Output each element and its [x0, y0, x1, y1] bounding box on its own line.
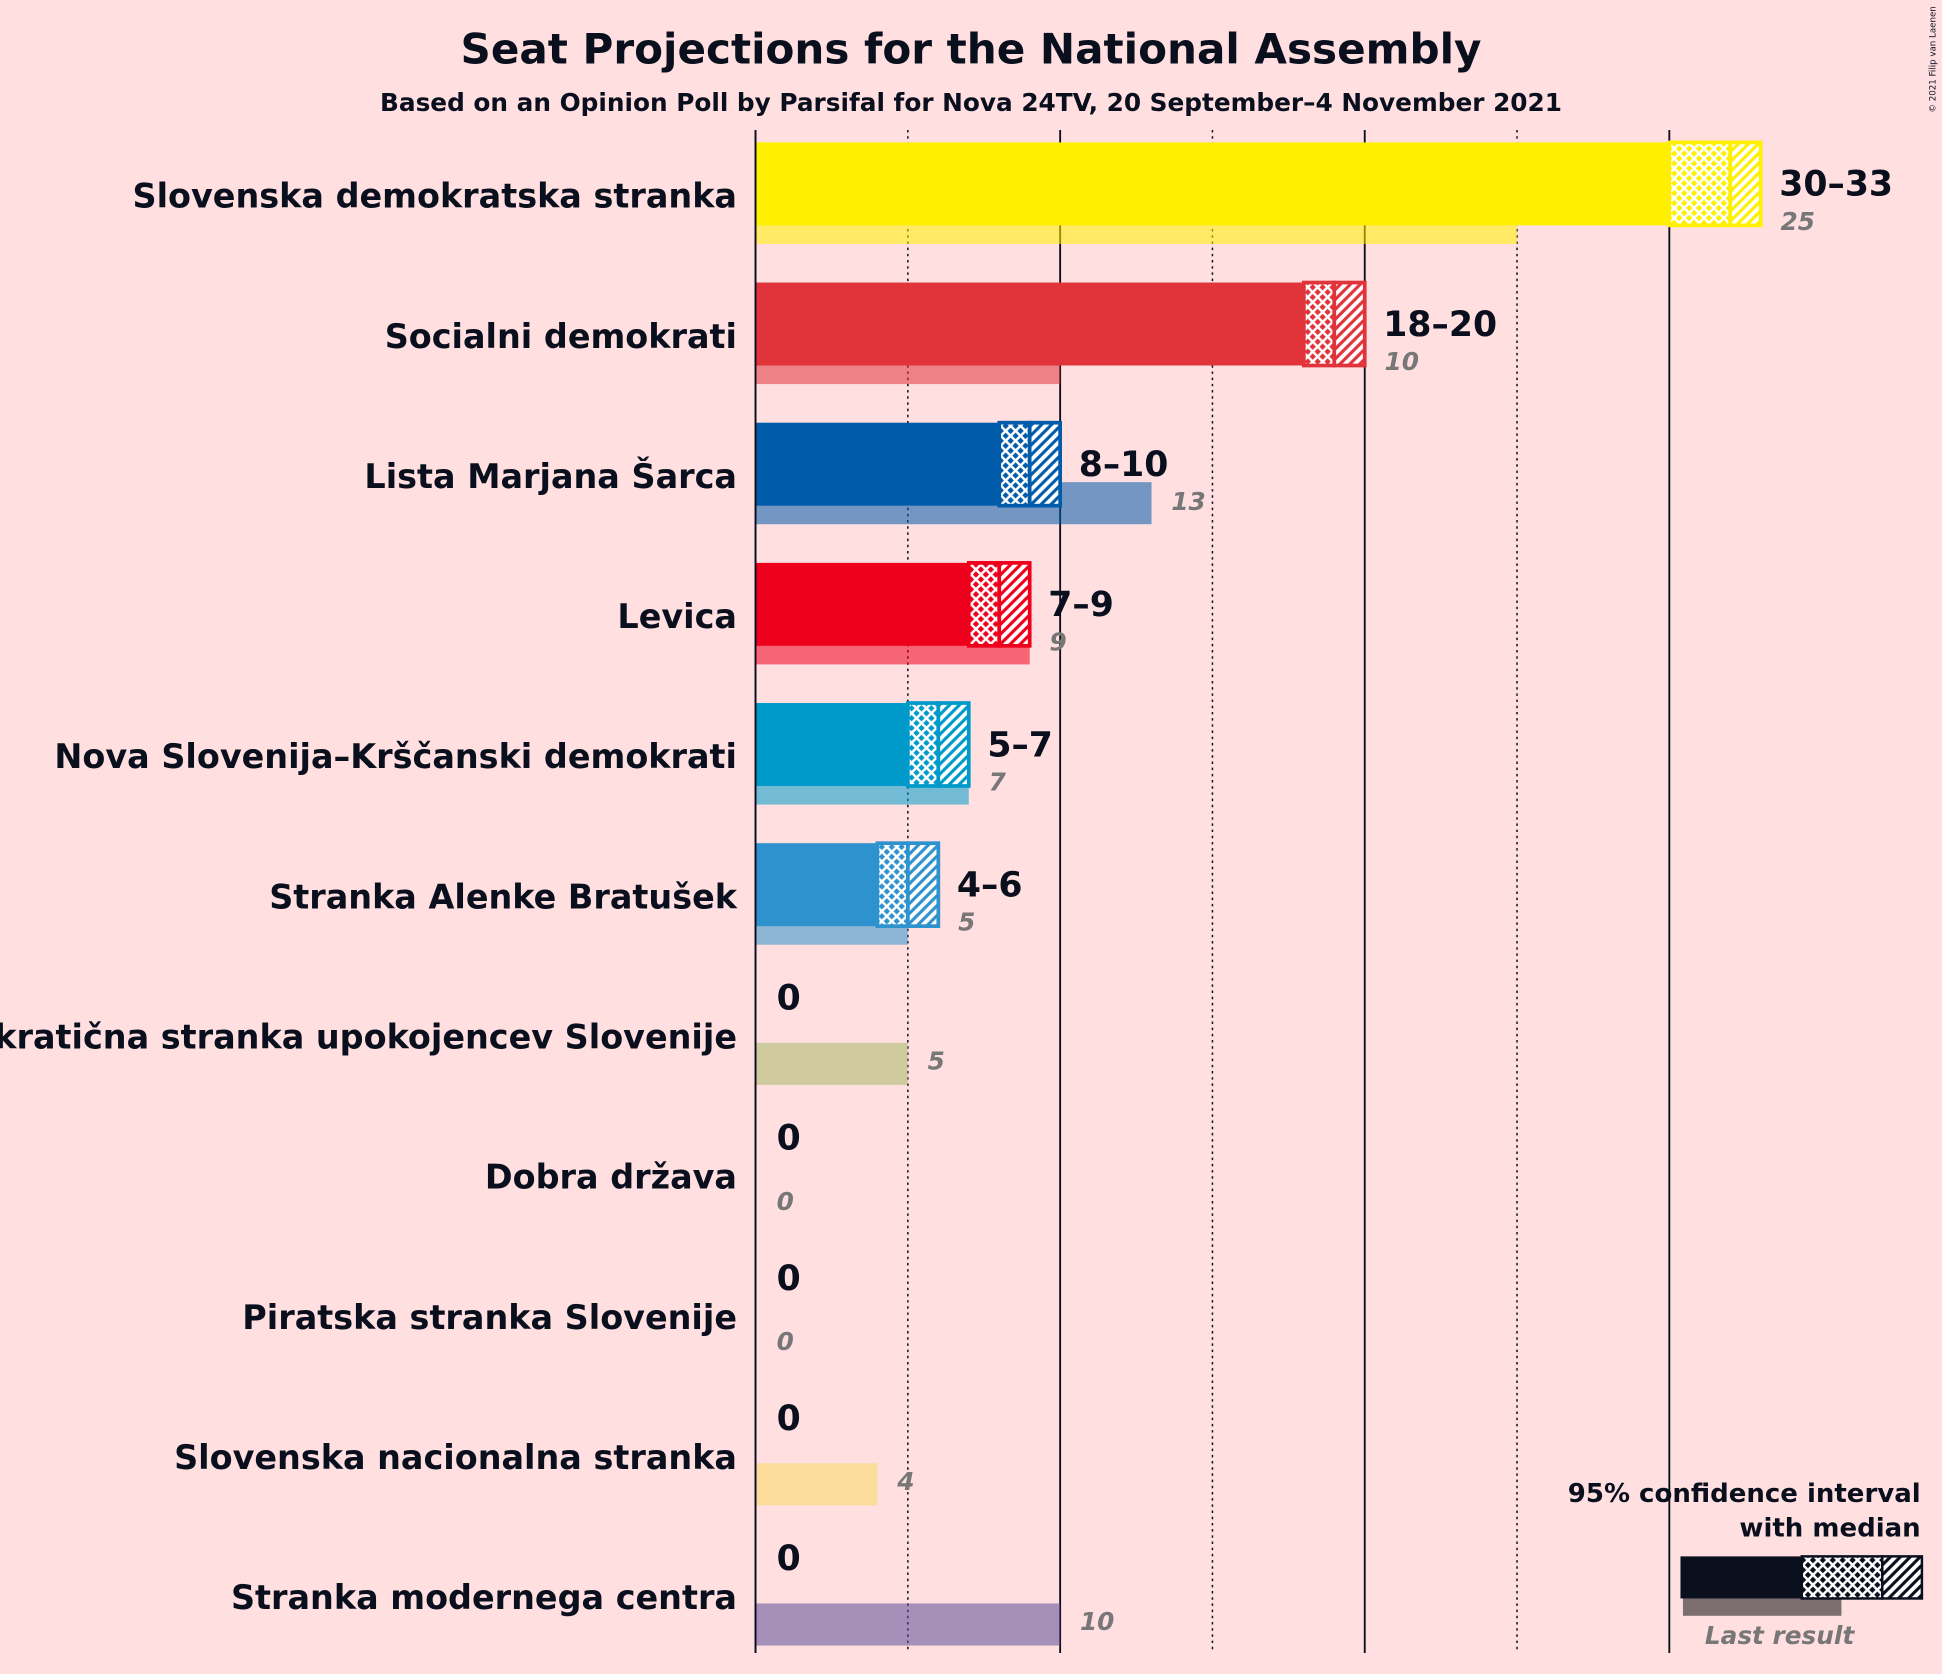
bar-ci-lower — [966, 561, 1002, 648]
bar-ci-upper — [1332, 280, 1367, 368]
party-name: Socialni demokrati — [385, 317, 737, 356]
bar-solid — [755, 422, 1000, 506]
legend-title: 95% confidence interval — [1568, 1479, 1921, 1509]
bar-ci-upper — [1728, 140, 1763, 228]
bar-solid — [755, 142, 1670, 226]
party-name: Piratska stranka Slovenije — [242, 1298, 737, 1337]
range-label: 8–10 — [1079, 445, 1169, 485]
bar-ci-lower — [997, 420, 1032, 508]
legend-title: with median — [1739, 1514, 1920, 1544]
bar-solid — [755, 703, 908, 786]
party-name: Dobra država — [485, 1158, 737, 1197]
party-name: Slovenska nacionalna stranka — [174, 1438, 737, 1477]
bar-ci-upper — [936, 701, 971, 788]
chart-subtitle: Based on an Opinion Poll by Parsifal for… — [380, 88, 1562, 117]
last-result-label: 7 — [989, 768, 1007, 797]
bar-solid — [755, 282, 1304, 366]
party-name: Lista Marjana Šarca — [364, 456, 737, 496]
last-result-label: 10 — [1385, 347, 1419, 376]
legend-last — [1682, 1598, 1842, 1616]
last-result-label: 0 — [777, 1187, 794, 1216]
range-label: 0 — [777, 1399, 801, 1439]
legend-last-label: Last result — [1705, 1621, 1855, 1650]
bar-ci-upper — [997, 561, 1032, 648]
bar-ci-lower — [1301, 280, 1337, 368]
last-result-bar — [755, 1603, 1061, 1646]
legend-cross — [1800, 1555, 1884, 1600]
chart-title: Seat Projections for the National Assemb… — [461, 25, 1482, 74]
legend-hatch — [1881, 1555, 1924, 1600]
copyright: © 2021 Filip van Laenen — [1929, 6, 1939, 112]
bar-ci-lower — [1667, 140, 1733, 228]
party-name: Nova Slovenija–Krščanski demokrati — [54, 737, 737, 776]
party-name: Levica — [617, 597, 737, 636]
last-result-label: 5 — [928, 1047, 945, 1076]
last-result-label: 4 — [896, 1467, 914, 1496]
bar-ci-lower — [905, 701, 941, 788]
range-label: 4–6 — [957, 866, 1023, 906]
party-name: Demokratična stranka upokojencev Sloveni… — [0, 1018, 737, 1057]
last-result-bar — [755, 1463, 878, 1506]
party-name: Stranka modernega centra — [231, 1578, 737, 1617]
last-result-label: 10 — [1080, 1607, 1114, 1636]
bar-ci-upper — [905, 841, 941, 929]
range-label: 0 — [777, 1119, 801, 1159]
bar-solid — [755, 843, 878, 927]
range-label: 0 — [777, 978, 801, 1018]
last-result-label: 9 — [1049, 627, 1066, 656]
legend-solid — [1680, 1556, 1802, 1599]
last-result-label: 25 — [1781, 207, 1815, 236]
last-result-label: 13 — [1171, 487, 1205, 516]
party-name: Stranka Alenke Bratušek — [269, 877, 738, 916]
range-label: 0 — [777, 1259, 801, 1299]
bar-ci-lower — [875, 841, 910, 929]
range-label: 30–33 — [1779, 165, 1893, 205]
last-result-label: 5 — [958, 908, 975, 937]
bar-solid — [755, 562, 969, 646]
range-label: 7–9 — [1048, 585, 1114, 625]
range-label: 18–20 — [1383, 305, 1497, 345]
last-result-bar — [755, 1042, 908, 1085]
bar-ci-upper — [1027, 420, 1063, 508]
last-result-label: 0 — [777, 1327, 794, 1356]
range-label: 5–7 — [987, 725, 1053, 765]
party-name: Slovenska demokratska stranka — [133, 177, 737, 216]
range-label: 0 — [777, 1539, 801, 1579]
